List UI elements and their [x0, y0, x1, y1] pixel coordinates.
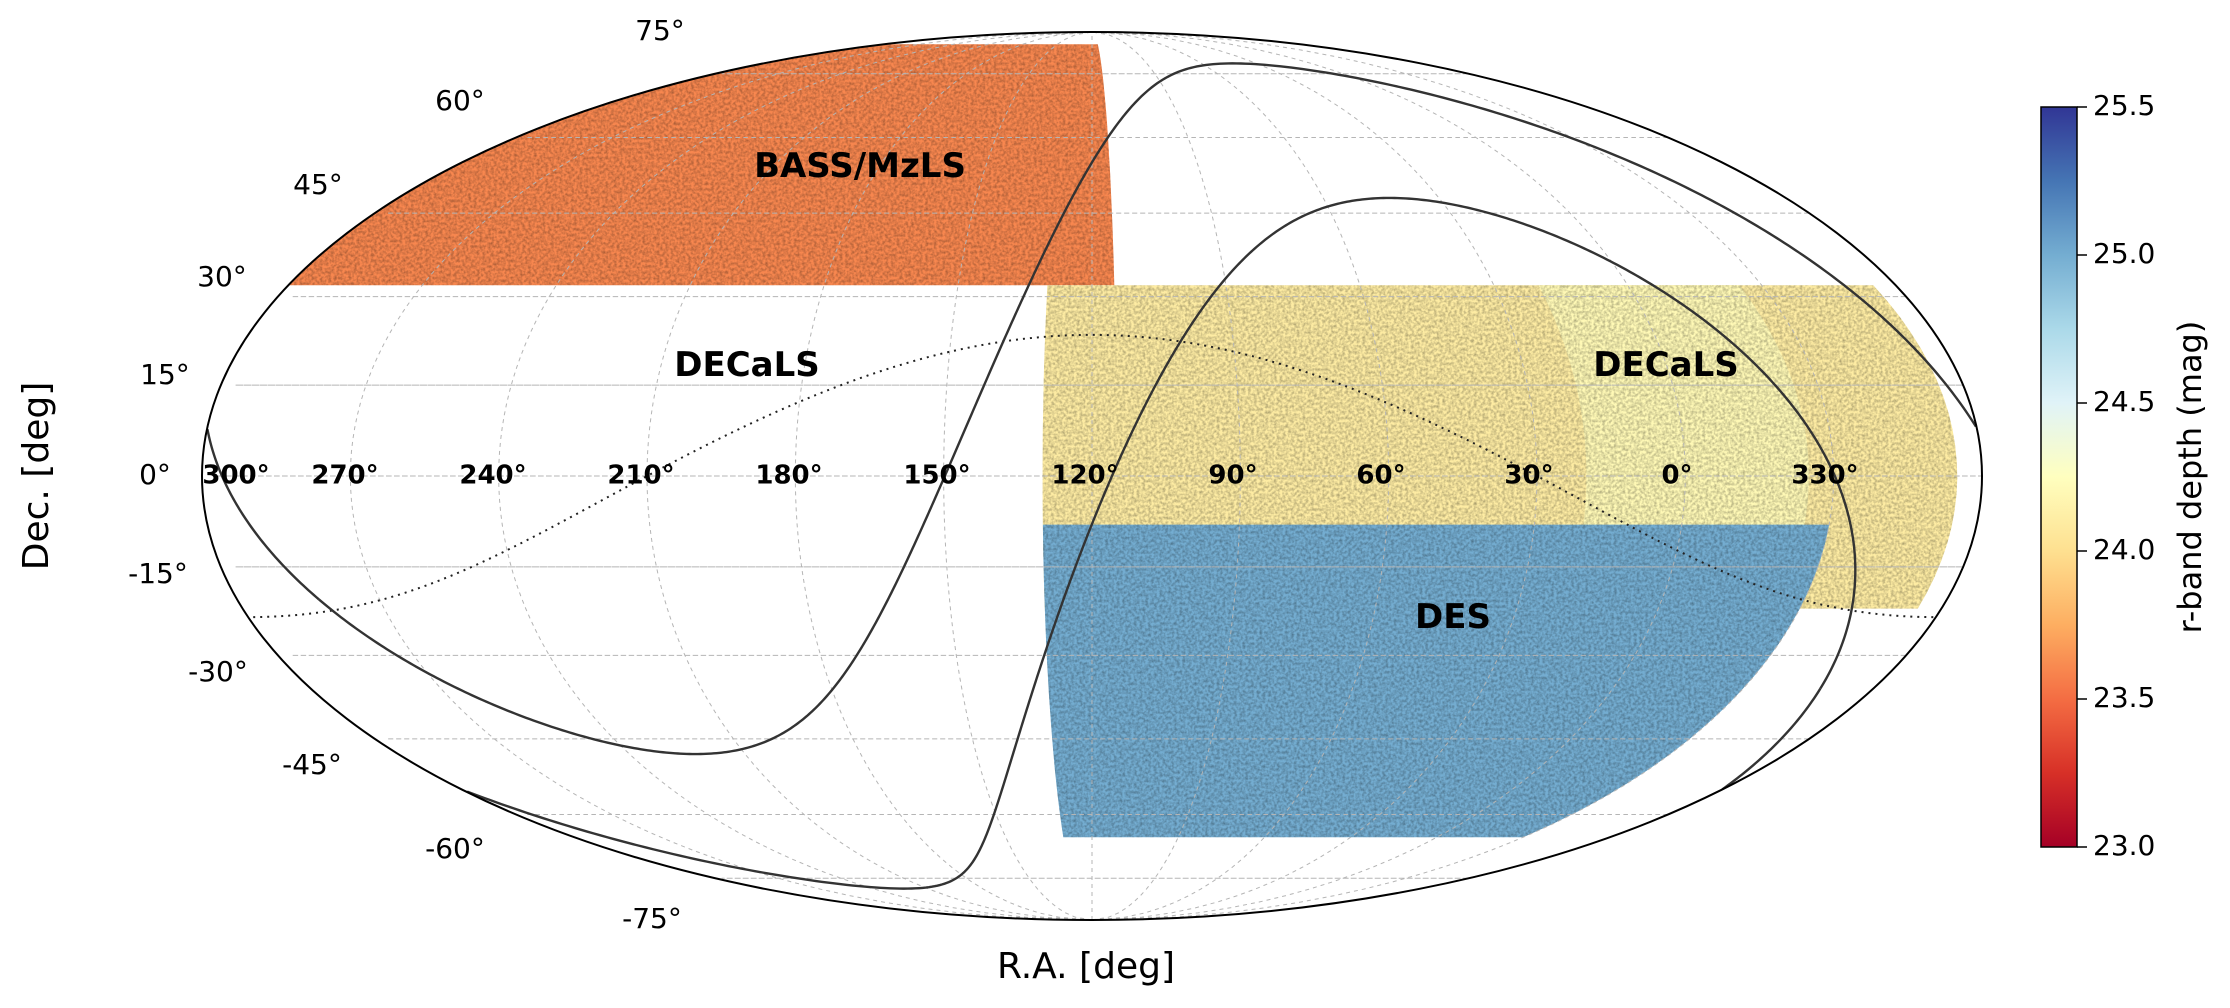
ra-tick-label: 330°	[1791, 461, 1858, 491]
ra-tick-label: 120°	[1051, 461, 1118, 491]
y-axis-label: Dec. [deg]	[16, 382, 57, 571]
x-axis-label: R.A. [deg]	[997, 946, 1175, 987]
galactic-boundary-north	[318, 62, 1977, 756]
ra-tick-label: 30°	[1504, 461, 1553, 491]
dec-tick-label: 30°	[197, 260, 247, 293]
depth-texture	[260, 44, 1958, 838]
colorbar: 25.5 25.0 24.5 24.0 23.5 23.0 r-band depth (m…	[2040, 89, 2209, 862]
ra-tick-label: 180°	[755, 461, 822, 491]
grid-line-ra	[794, 32, 1093, 920]
colorbar-tick-label: 23.0	[2093, 829, 2155, 862]
ra-tick-label: 0°	[1661, 461, 1692, 491]
graticule	[202, 32, 1982, 920]
grid-line-ra	[349, 32, 1093, 920]
galactic-boundary-south	[1721, 687, 1822, 791]
colorbar-bar	[2040, 106, 2078, 848]
galactic-boundary-north	[206, 428, 320, 601]
sky-boundary	[201, 31, 1983, 921]
region-label-decals-north: DECaLS	[674, 345, 820, 385]
colorbar-tick-label: 25.0	[2093, 237, 2155, 270]
dec-tick-label: 60°	[435, 84, 485, 117]
dec-tick-label: 45°	[293, 168, 343, 201]
dec-tick-label: 0°	[139, 458, 171, 491]
grid-line-ra	[646, 32, 1093, 920]
dec-tick-label: 75°	[635, 14, 685, 47]
ra-tick-label: 240°	[459, 461, 526, 491]
footprint-texture	[288, 44, 1115, 286]
region-label-decals-south: DECaLS	[1593, 345, 1739, 385]
dec-tick-label: -30°	[188, 655, 248, 688]
region-labels: BASS/MzLS DECaLS DECaLS DES	[674, 146, 1739, 637]
ecliptic-line	[1536, 475, 1934, 619]
grid-line-ra	[1091, 32, 1686, 920]
dec-tick-label: -60°	[425, 832, 485, 865]
colorbar-tick-label: 25.5	[2093, 89, 2155, 122]
sky-curves	[206, 62, 1977, 890]
region-label-des: DES	[1415, 597, 1491, 637]
region-label-bass-mzls: BASS/MzLS	[754, 146, 966, 186]
ra-tick-labels: 300° 270° 240° 210° 180° 150° 120° 90° 6…	[202, 461, 1858, 491]
footprint-texture	[1042, 524, 1830, 838]
colorbar-ticks: 25.5 25.0 24.5 24.0 23.5 23.0	[2077, 89, 2155, 862]
ecliptic-line	[248, 333, 1538, 619]
sky-map	[202, 32, 1982, 920]
dec-tick-label: -45°	[282, 748, 342, 781]
grid-line-ra	[498, 32, 1093, 920]
colorbar-tick-label: 24.5	[2093, 385, 2155, 418]
ra-tick-label: 210°	[607, 461, 674, 491]
ra-tick-label: 150°	[903, 461, 970, 491]
grid-line-ra	[1091, 32, 1390, 920]
colorbar-tick-label: 24.0	[2093, 533, 2155, 566]
footprint-texture	[1538, 285, 1809, 597]
ra-tick-label: 300°	[202, 461, 269, 491]
dec-tick-label: -15°	[128, 557, 188, 590]
dec-tick-label: 15°	[140, 358, 190, 391]
colorbar-label: r-band depth (mag)	[2171, 321, 2209, 634]
galactic-boundary-south	[466, 196, 1857, 890]
ra-tick-label: 270°	[311, 461, 378, 491]
dec-tick-labels: 75° 60° 45° 30° 15° 0° -15° -30° -45° -6…	[128, 14, 685, 935]
ra-tick-label: 90°	[1208, 461, 1257, 491]
colorbar-tick-label: 23.5	[2093, 681, 2155, 714]
dec-tick-label: -75°	[622, 902, 682, 935]
ra-tick-label: 60°	[1356, 461, 1405, 491]
